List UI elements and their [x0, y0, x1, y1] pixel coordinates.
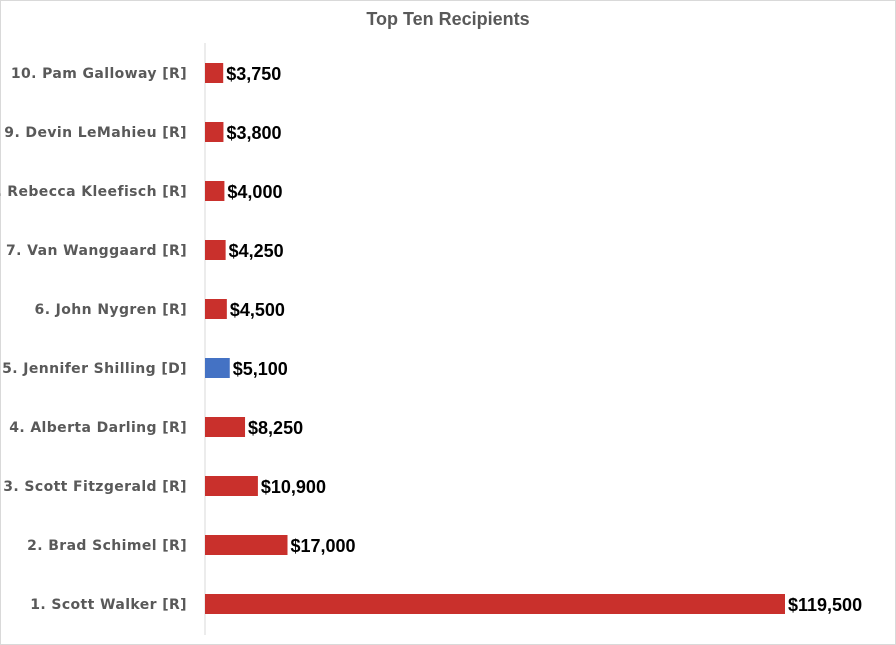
data-label: $4,250 — [229, 241, 284, 261]
bar — [205, 535, 288, 555]
bar — [205, 476, 258, 496]
category-label: 2. Brad Schimel [R] — [27, 538, 187, 554]
bar — [205, 63, 224, 83]
bar — [205, 240, 226, 260]
data-label: $8,250 — [248, 418, 303, 438]
bar — [205, 358, 230, 378]
bar — [205, 122, 224, 142]
data-label: $4,500 — [230, 300, 285, 320]
category-label: 5. Jennifer Shilling [D] — [2, 361, 187, 377]
category-label: 6. John Nygren [R] — [35, 302, 187, 318]
data-label: $5,100 — [233, 359, 288, 379]
category-label: 1. Scott Walker [R] — [30, 597, 187, 613]
data-label: $3,750 — [226, 64, 281, 84]
bar — [205, 299, 227, 319]
category-label: 8. Rebecca Kleefisch [R] — [0, 184, 187, 200]
category-label: 3. Scott Fitzgerald [R] — [3, 479, 187, 495]
bar — [205, 181, 225, 201]
bar — [205, 594, 785, 614]
data-label: $10,900 — [261, 477, 326, 497]
data-label: $3,800 — [226, 123, 281, 143]
bar — [205, 417, 246, 437]
category-label: 4. Alberta Darling [R] — [9, 420, 187, 436]
category-label: 7. Van Wanggaard [R] — [6, 243, 187, 259]
category-label: 9. Devin LeMahieu [R] — [4, 125, 187, 141]
data-label: $17,000 — [291, 536, 356, 556]
data-label: $119,500 — [788, 595, 862, 615]
chart-title: Top Ten Recipients — [366, 9, 530, 29]
category-label: 10. Pam Galloway [R] — [11, 66, 187, 82]
data-label: $4,000 — [227, 182, 282, 202]
